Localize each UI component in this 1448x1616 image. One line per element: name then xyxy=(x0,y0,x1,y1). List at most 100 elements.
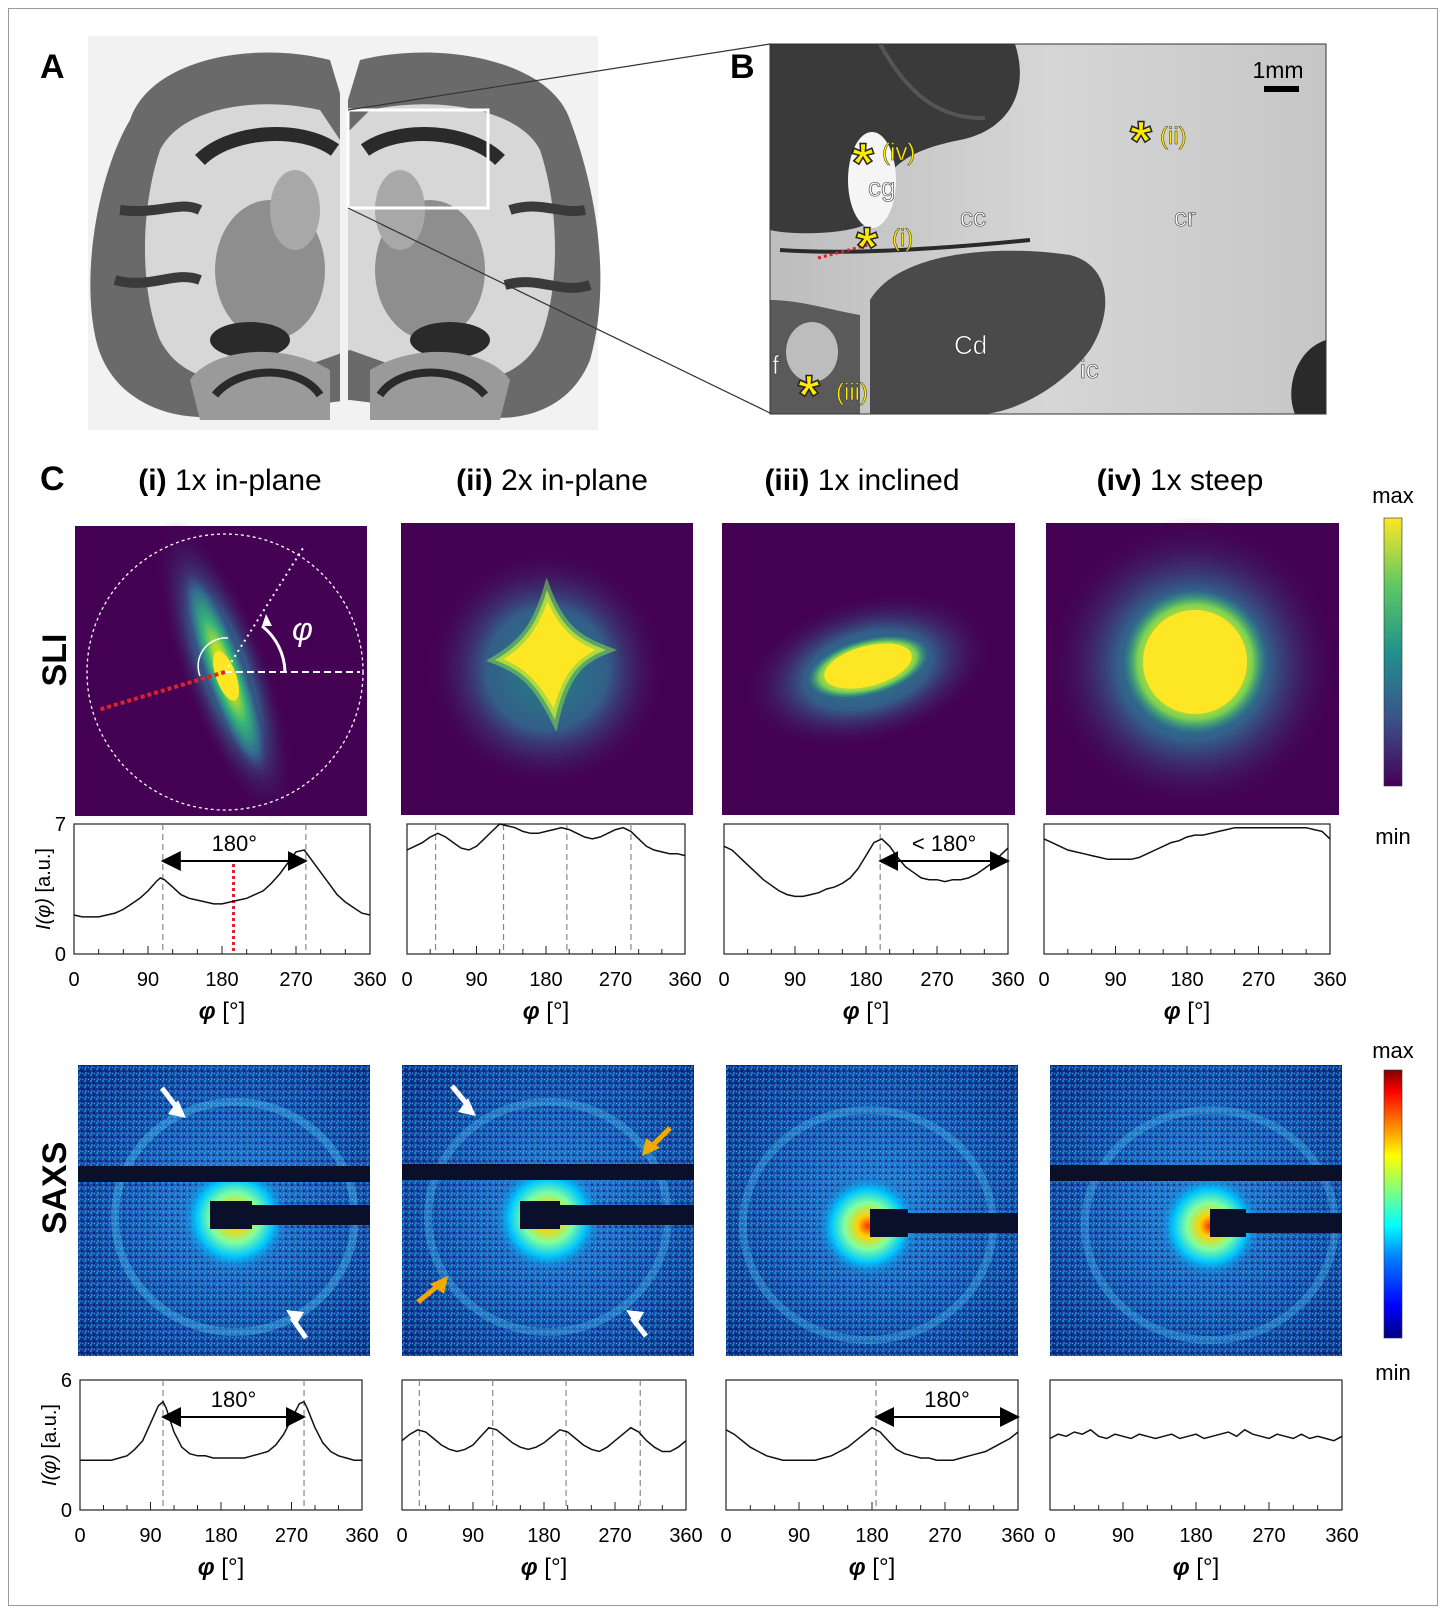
x-tick-label: 270 xyxy=(928,1525,961,1547)
saxs-image-iv xyxy=(1050,1065,1342,1356)
panel-b-letter: B xyxy=(730,48,755,86)
chart-sli-ii: 0 90 180 270 360 φ [°] xyxy=(401,823,702,1025)
sli-colorbar-max: max xyxy=(1372,483,1414,508)
saxs-colorbar-max: max xyxy=(1372,1038,1414,1063)
scale-bar-label: 1mm xyxy=(1252,57,1303,83)
sli-image-ii xyxy=(401,523,693,815)
x-tick-label: 90 xyxy=(137,969,159,991)
saxs-image-i xyxy=(78,1065,370,1356)
zoom-line-top xyxy=(347,43,771,111)
x-axis-label: φ [°] xyxy=(199,998,246,1025)
point-iv-label: (iv) xyxy=(882,139,915,166)
column-headers: (i) 1x in-plane (ii) 2x in-plane (iii) 1… xyxy=(138,464,1263,497)
x-tick-label: 90 xyxy=(139,1525,161,1547)
intensity-profile-line xyxy=(725,1426,1019,1461)
region-cc: cc xyxy=(960,202,986,232)
point-iii-label: (iii) xyxy=(836,379,868,406)
plot-frame xyxy=(723,823,1009,955)
x-tick-label: 0 xyxy=(1038,969,1049,991)
sli-colorbar xyxy=(1383,517,1403,787)
x-tick-label: 0 xyxy=(74,1525,85,1547)
x-tick-label: 0 xyxy=(401,969,412,991)
x-tick-label: 360 xyxy=(1001,1525,1034,1547)
scale-bar xyxy=(1264,86,1299,92)
x-tick-label: 360 xyxy=(353,969,386,991)
chart-saxs-iv: 0 90 180 270 360 φ [°] xyxy=(1044,1379,1359,1581)
x-tick-label: 180 xyxy=(204,1525,237,1547)
star-i-icon: * xyxy=(856,215,878,278)
y-tick-label: 7 xyxy=(55,814,66,836)
region-ic: ic xyxy=(1080,354,1099,384)
x-tick-label: 360 xyxy=(669,1525,702,1547)
sli-image-iv xyxy=(1045,517,1341,815)
x-tick-label: 270 xyxy=(275,1525,308,1547)
span-label: 180° xyxy=(211,1387,257,1412)
x-axis-label: φ [°] xyxy=(849,1554,896,1581)
phi-angle-label: φ xyxy=(292,611,313,647)
sli-image-i: φ xyxy=(75,518,367,822)
x-tick-label: 180 xyxy=(529,969,562,991)
x-tick-label: 270 xyxy=(598,1525,631,1547)
x-tick-label: 180 xyxy=(849,969,882,991)
x-tick-label: 180 xyxy=(527,1525,560,1547)
region-cd: Cd xyxy=(954,330,987,360)
brain-zoom-image xyxy=(770,43,1326,414)
x-axis-label: φ [°] xyxy=(523,998,570,1025)
x-tick-label: 90 xyxy=(784,969,806,991)
chart-sli-iii: < 180° 0 90 180 270 360 φ [°] xyxy=(718,823,1025,1025)
region-labels: cg cc cr Cd ic f xyxy=(772,172,1197,385)
x-tick-label: 360 xyxy=(345,1525,378,1547)
x-tick-label: 0 xyxy=(1044,1525,1055,1547)
y-tick-label: 0 xyxy=(61,1500,72,1522)
y-tick-label: 6 xyxy=(61,1370,72,1392)
point-ii-label: (ii) xyxy=(1160,123,1187,150)
span-label: 180° xyxy=(212,831,258,856)
point-labels: (iv) (ii) (i) (iii) xyxy=(836,123,1187,407)
point-i-label: (i) xyxy=(892,225,913,252)
x-tick-label: 180 xyxy=(205,969,238,991)
intensity-profile-line xyxy=(1043,826,1331,861)
plot-frame xyxy=(725,1379,1019,1511)
plot-frame xyxy=(79,1379,363,1511)
y-axis-label: I(φ) [a.u.] xyxy=(39,1404,61,1486)
x-axis-label: φ [°] xyxy=(521,1554,568,1581)
figure-frame xyxy=(8,8,1438,1606)
star-iii-icon: * xyxy=(798,363,820,426)
chart-sli-i: 180° 0 90 180 270 360 φ [°] 0 7I(φ) [a.u.] xyxy=(33,814,387,1025)
saxs-image-iii xyxy=(726,1065,1018,1356)
column-header-ii: (ii) 2x in-plane xyxy=(456,464,648,497)
x-tick-label: 0 xyxy=(718,969,729,991)
chart-saxs-iii: 180° 0 90 180 270 360 φ [°] xyxy=(720,1379,1035,1581)
x-tick-label: 270 xyxy=(1242,969,1275,991)
region-cr: cr xyxy=(1174,202,1196,232)
column-header-i: (i) 1x in-plane xyxy=(138,464,321,497)
intensity-profile-line xyxy=(73,849,371,918)
plot-frame xyxy=(401,1379,687,1511)
x-tick-label: 360 xyxy=(991,969,1024,991)
x-tick-label: 0 xyxy=(720,1525,731,1547)
chart-saxs-i: 180° 0 90 180 270 360 φ [°] 0 6I(φ) [a.u.] xyxy=(39,1370,379,1581)
sli-image-iii xyxy=(722,523,1015,815)
sli-colorbar-min: min xyxy=(1375,824,1410,849)
intensity-profile-line xyxy=(80,1400,362,1461)
x-tick-label: 90 xyxy=(788,1525,810,1547)
x-axis-label: φ [°] xyxy=(843,998,890,1025)
x-tick-label: 0 xyxy=(68,969,79,991)
x-tick-label: 90 xyxy=(1112,1525,1134,1547)
x-tick-label: 0 xyxy=(396,1525,407,1547)
x-tick-label: 270 xyxy=(920,969,953,991)
y-tick-label: 0 xyxy=(55,944,66,966)
x-tick-label: 360 xyxy=(1313,969,1346,991)
star-iv-icon: * xyxy=(852,131,874,194)
x-axis-label: φ [°] xyxy=(1173,1554,1220,1581)
column-header-iii: (iii) 1x inclined xyxy=(764,464,959,497)
x-tick-label: 180 xyxy=(855,1525,888,1547)
saxs-image-ii xyxy=(402,1065,694,1356)
plot-frame xyxy=(1043,823,1331,955)
column-header-iv: (iv) 1x steep xyxy=(1097,464,1264,497)
saxs-colorbar xyxy=(1383,1069,1403,1339)
intensity-profile-line xyxy=(406,823,686,857)
zoom-region-box xyxy=(346,108,490,210)
span-label: 180° xyxy=(924,1387,970,1412)
